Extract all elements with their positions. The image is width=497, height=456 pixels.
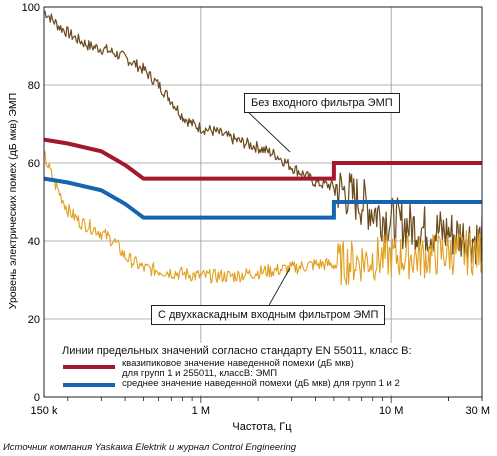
legend-text-average: среднее значение наведенной помехи (дБ м… — [122, 378, 400, 389]
measurement-series — [43, 10, 483, 286]
legend: Линии предельных значений согласно станд… — [55, 343, 468, 395]
callout-pointers — [245, 109, 291, 308]
axes — [43, 6, 483, 403]
pointer-no-filter — [245, 109, 291, 153]
series-line-3 — [43, 150, 483, 286]
y-axis-title: Уровень электрических помех (дБ мкв) ЭМП — [7, 93, 19, 309]
limit-series — [43, 137, 482, 220]
source-note: Источник компания Yaskawa Elektrik и жур… — [3, 442, 297, 453]
legend-text-quasi-line2: для групп 1 и 255011, классВ: ЭМП — [122, 368, 278, 379]
y-tick-label-60: 60 — [28, 158, 40, 170]
x-tick-label-30M: 30 M — [466, 405, 490, 417]
limit-line-1 — [43, 176, 482, 220]
y-tick-label-100: 100 — [22, 2, 40, 14]
tick-labels: 0 20 40 60 80 100 150 k 1 M 10 M 30 M — [22, 2, 490, 417]
legend-text-quasi-peak: квазипиковое значение наведенной помехи … — [122, 359, 354, 379]
y-tick-label-40: 40 — [28, 236, 40, 248]
callout-no-filter: Без входного фильтра ЭМП — [244, 93, 400, 113]
legend-swatch-average — [63, 383, 115, 387]
y-tick-label-80: 80 — [28, 80, 40, 92]
y-tick-label-20: 20 — [28, 314, 40, 326]
x-axis-title: Частота, Гц — [232, 421, 292, 433]
legend-swatch-quasi-peak — [63, 365, 115, 369]
x-tick-label-150k: 150 k — [31, 405, 58, 417]
legend-title: Линии предельных значений согласно станд… — [62, 345, 412, 357]
pointer-with-filter — [267, 267, 291, 308]
x-tick-label-10M: 10 M — [379, 405, 403, 417]
callout-with-filter: С двухкаскадным входным фильтром ЭМП — [151, 305, 386, 325]
series-line-2 — [43, 10, 483, 265]
limit-line-0 — [43, 137, 482, 181]
plot-frame — [43, 6, 483, 398]
x-tick-label-1M: 1 M — [192, 405, 210, 417]
y-tick-label-0: 0 — [34, 392, 40, 404]
legend-text-quasi-line1: квазипиковое значение наведенной помехи … — [122, 358, 354, 369]
